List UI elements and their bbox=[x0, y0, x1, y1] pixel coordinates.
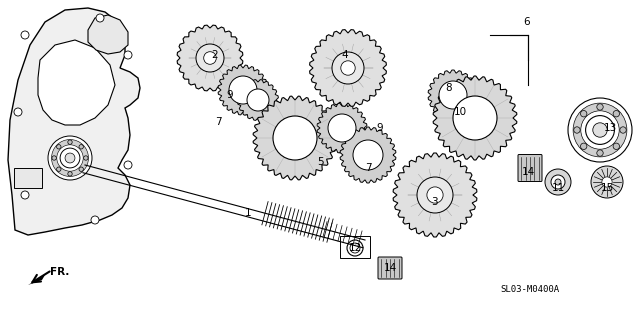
Text: 15: 15 bbox=[600, 183, 614, 193]
Circle shape bbox=[341, 61, 355, 75]
Text: 4: 4 bbox=[342, 50, 348, 60]
Circle shape bbox=[596, 104, 604, 110]
Circle shape bbox=[551, 175, 565, 189]
Circle shape bbox=[353, 140, 383, 170]
Polygon shape bbox=[428, 70, 478, 120]
Text: SL03-M0400A: SL03-M0400A bbox=[500, 286, 559, 294]
Circle shape bbox=[124, 51, 132, 59]
Circle shape bbox=[427, 187, 443, 203]
Circle shape bbox=[593, 123, 607, 137]
Polygon shape bbox=[433, 76, 517, 160]
Text: 9: 9 bbox=[377, 123, 383, 133]
Circle shape bbox=[204, 52, 216, 64]
Text: 7: 7 bbox=[214, 117, 221, 127]
Polygon shape bbox=[253, 96, 337, 180]
Polygon shape bbox=[28, 275, 45, 285]
Circle shape bbox=[417, 177, 453, 213]
Text: 5: 5 bbox=[317, 157, 323, 167]
Circle shape bbox=[48, 136, 92, 180]
Circle shape bbox=[56, 167, 61, 171]
FancyBboxPatch shape bbox=[14, 168, 42, 188]
Text: FR.: FR. bbox=[50, 267, 69, 277]
Polygon shape bbox=[38, 40, 115, 125]
Circle shape bbox=[574, 127, 580, 133]
Polygon shape bbox=[8, 8, 140, 235]
Circle shape bbox=[51, 139, 88, 176]
Circle shape bbox=[555, 179, 561, 185]
Circle shape bbox=[439, 81, 467, 109]
Polygon shape bbox=[177, 25, 243, 91]
Text: 9: 9 bbox=[227, 90, 234, 100]
Polygon shape bbox=[237, 80, 278, 120]
Circle shape bbox=[602, 177, 612, 187]
Circle shape bbox=[124, 161, 132, 169]
Circle shape bbox=[91, 216, 99, 224]
Circle shape bbox=[573, 103, 627, 157]
Text: 13: 13 bbox=[604, 123, 616, 133]
Text: 7: 7 bbox=[365, 163, 371, 173]
Circle shape bbox=[60, 148, 80, 168]
Text: 6: 6 bbox=[524, 17, 531, 27]
Polygon shape bbox=[218, 65, 268, 115]
Circle shape bbox=[586, 115, 614, 145]
Circle shape bbox=[332, 52, 364, 84]
Circle shape bbox=[328, 114, 356, 142]
FancyBboxPatch shape bbox=[378, 257, 402, 279]
Text: 14: 14 bbox=[383, 263, 397, 273]
Circle shape bbox=[581, 111, 620, 149]
Circle shape bbox=[14, 108, 22, 116]
Circle shape bbox=[568, 98, 632, 162]
Text: 8: 8 bbox=[445, 83, 452, 93]
FancyBboxPatch shape bbox=[518, 154, 542, 182]
Circle shape bbox=[545, 169, 571, 195]
Circle shape bbox=[65, 153, 75, 163]
Text: 10: 10 bbox=[453, 107, 467, 117]
Circle shape bbox=[247, 89, 269, 111]
Circle shape bbox=[52, 156, 56, 160]
Text: 14: 14 bbox=[522, 167, 534, 177]
Circle shape bbox=[79, 167, 83, 171]
Text: 3: 3 bbox=[431, 197, 437, 207]
Polygon shape bbox=[317, 103, 367, 153]
Circle shape bbox=[68, 140, 72, 145]
Circle shape bbox=[229, 76, 257, 104]
Circle shape bbox=[580, 143, 587, 150]
Circle shape bbox=[613, 110, 620, 117]
Circle shape bbox=[591, 166, 623, 198]
Circle shape bbox=[613, 143, 620, 150]
Circle shape bbox=[453, 96, 497, 140]
Circle shape bbox=[79, 145, 83, 149]
Circle shape bbox=[273, 116, 317, 160]
Text: 1: 1 bbox=[244, 208, 252, 218]
Circle shape bbox=[68, 172, 72, 176]
Polygon shape bbox=[310, 30, 387, 106]
Circle shape bbox=[196, 44, 224, 72]
Circle shape bbox=[96, 14, 104, 22]
Circle shape bbox=[596, 150, 604, 156]
Circle shape bbox=[57, 145, 83, 171]
Polygon shape bbox=[88, 15, 128, 54]
Text: 2: 2 bbox=[212, 50, 218, 60]
Circle shape bbox=[620, 127, 626, 133]
Circle shape bbox=[21, 191, 29, 199]
Circle shape bbox=[56, 145, 61, 149]
Circle shape bbox=[580, 110, 587, 117]
Polygon shape bbox=[340, 127, 396, 183]
Circle shape bbox=[21, 31, 29, 39]
Polygon shape bbox=[393, 153, 477, 237]
Text: 12: 12 bbox=[348, 243, 362, 253]
Text: 11: 11 bbox=[552, 183, 564, 193]
Circle shape bbox=[84, 156, 88, 160]
